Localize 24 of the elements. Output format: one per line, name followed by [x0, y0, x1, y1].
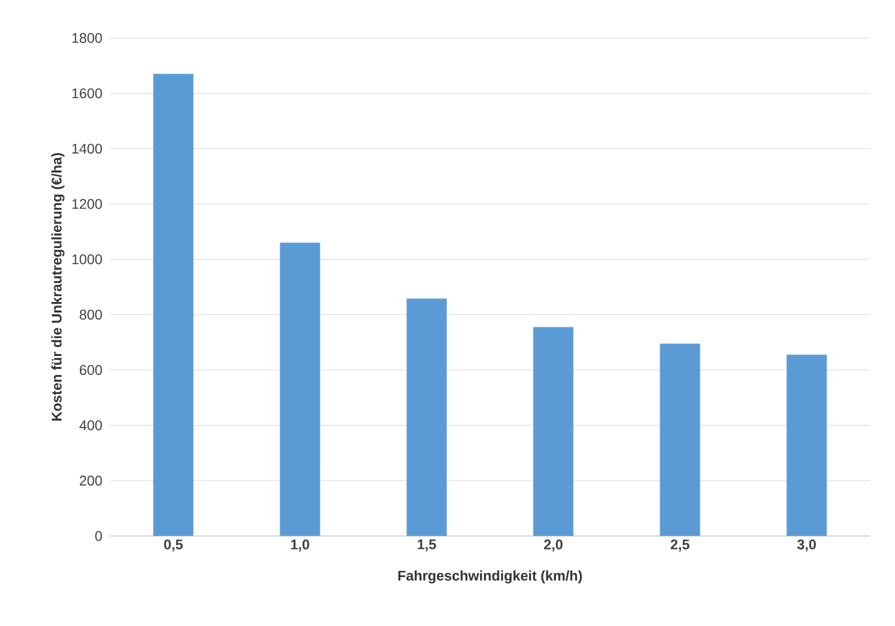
- x-tick-label: 1,0: [291, 540, 310, 552]
- bar: [406, 298, 447, 536]
- y-axis-title: Kosten für die Unkrautregulierung (€/ha): [51, 153, 64, 421]
- x-tick-label: 1,5: [418, 540, 436, 552]
- y-tick-label: 1000: [72, 254, 102, 264]
- y-tick-label: 600: [80, 365, 102, 375]
- bar: [153, 74, 194, 536]
- bar: [533, 326, 574, 536]
- y-tick-label: 400: [79, 420, 102, 430]
- y-tick-label: 0: [95, 531, 102, 541]
- bar: [660, 344, 700, 536]
- x-tick-label: 0,5: [164, 540, 183, 552]
- bar: [786, 354, 827, 536]
- y-tick-label: 200: [80, 476, 102, 486]
- y-tick-label: 1200: [72, 199, 102, 209]
- y-tick-label: 1600: [72, 88, 102, 98]
- bar: [280, 242, 320, 536]
- y-tick-label: 1800: [72, 33, 102, 43]
- x-tick-label: 2,5: [670, 540, 690, 552]
- y-tick-label: 1400: [72, 144, 102, 154]
- x-axis-title: Fahrgeschwindigkeit (km/h): [398, 570, 582, 584]
- x-tick-label: 3,0: [797, 540, 816, 552]
- y-tick-label: 800: [80, 310, 102, 320]
- x-tick-label: 2,0: [544, 540, 562, 552]
